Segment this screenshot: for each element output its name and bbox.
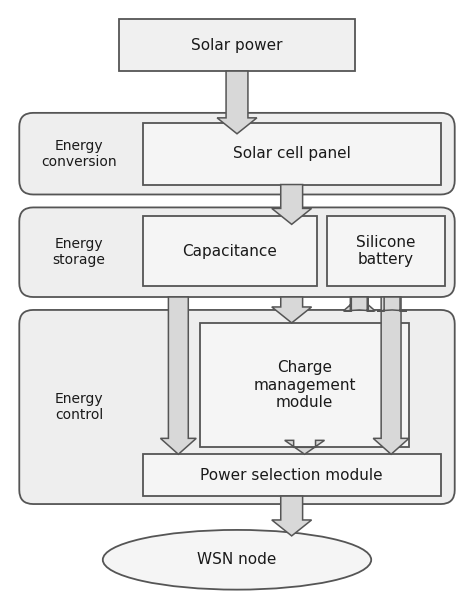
- Text: Solar power: Solar power: [191, 38, 283, 53]
- FancyBboxPatch shape: [19, 207, 455, 297]
- Ellipse shape: [103, 530, 371, 590]
- Text: Power selection module: Power selection module: [201, 467, 383, 482]
- Text: WSN node: WSN node: [197, 552, 277, 567]
- Polygon shape: [285, 441, 325, 454]
- Polygon shape: [272, 496, 311, 536]
- FancyBboxPatch shape: [19, 310, 455, 504]
- Text: Energy
control: Energy control: [55, 392, 103, 422]
- Bar: [143, 123, 441, 184]
- Text: Solar cell panel: Solar cell panel: [233, 146, 351, 161]
- Polygon shape: [343, 297, 375, 311]
- Polygon shape: [377, 297, 407, 311]
- Bar: [143, 216, 317, 286]
- Bar: [328, 216, 445, 286]
- Text: Charge
management
module: Charge management module: [253, 360, 356, 410]
- Text: Silicone
battery: Silicone battery: [356, 235, 416, 267]
- Text: Energy
conversion: Energy conversion: [41, 139, 117, 169]
- Polygon shape: [272, 184, 311, 224]
- Bar: [118, 19, 356, 71]
- Polygon shape: [272, 297, 311, 323]
- Polygon shape: [373, 297, 409, 454]
- Bar: [143, 454, 441, 496]
- Polygon shape: [217, 71, 257, 134]
- Polygon shape: [161, 297, 196, 454]
- Text: Energy
storage: Energy storage: [53, 237, 105, 267]
- Text: Capacitance: Capacitance: [182, 244, 277, 259]
- FancyBboxPatch shape: [19, 113, 455, 195]
- Bar: [200, 323, 409, 447]
- Polygon shape: [345, 297, 374, 311]
